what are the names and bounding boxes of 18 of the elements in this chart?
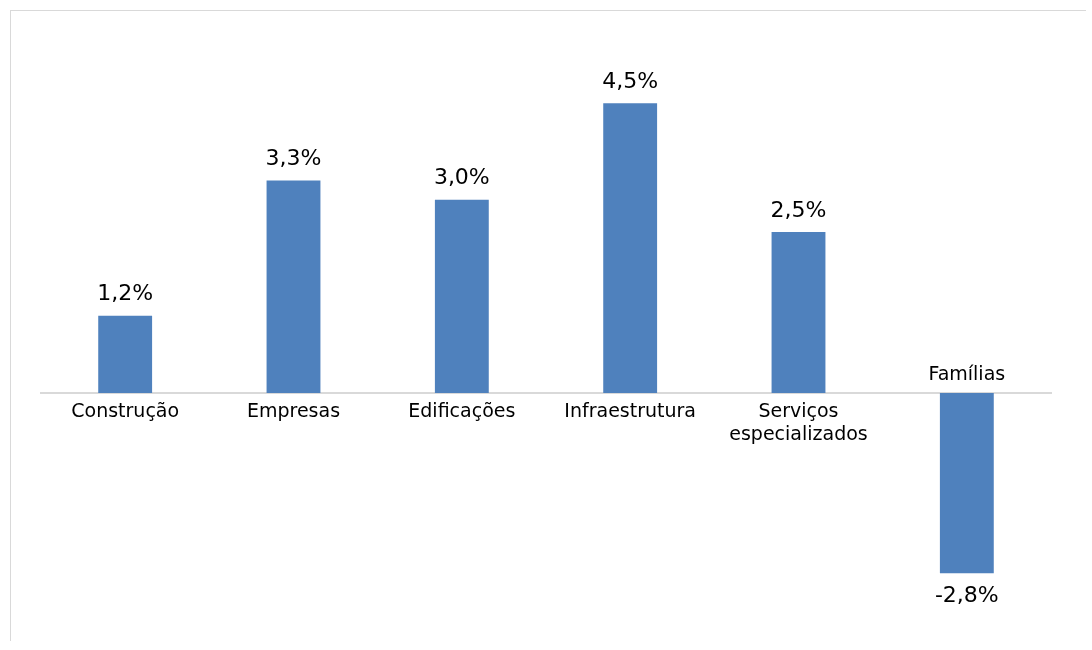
data-label: 3,3% <box>265 145 322 171</box>
x-tick-label: Infraestrutura <box>564 399 696 422</box>
data-label: 3,0% <box>433 164 490 190</box>
data-label: 2,5% <box>770 196 827 222</box>
bar <box>266 180 321 393</box>
bar <box>603 103 658 393</box>
x-tick-label: Famílias <box>928 362 1006 385</box>
x-tick-label: Edificações <box>408 399 516 422</box>
bar <box>771 231 826 393</box>
bar <box>98 315 153 393</box>
x-tick-label: Serviços especializados <box>729 399 868 445</box>
x-tick-label: Empresas <box>246 399 341 422</box>
data-label: -2,8% <box>934 581 999 607</box>
x-tick-label: Construção <box>71 399 180 422</box>
data-label: 4,5% <box>602 67 659 93</box>
bar <box>939 392 994 574</box>
data-label: 1,2% <box>97 280 154 306</box>
bar <box>434 199 489 393</box>
